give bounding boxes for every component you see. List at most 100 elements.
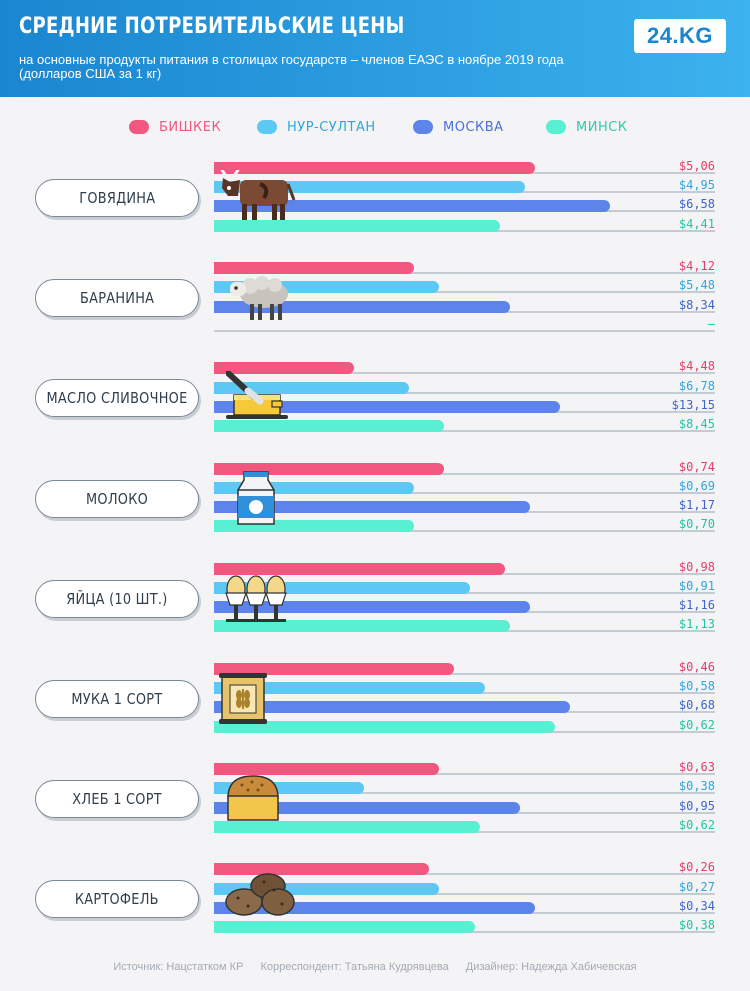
value-label-moscow: $8,34 [678, 297, 715, 312]
value-label-nur-sultan: $0,58 [678, 679, 715, 694]
bar-bishkek [214, 863, 430, 876]
bar-minsk [214, 620, 510, 633]
bar-bishkek [214, 162, 535, 174]
legend-swatch [257, 120, 277, 134]
bar-moscow [214, 601, 530, 614]
footer-credits: Источник: Нацстатком КР Корреспондент: Т… [0, 961, 750, 973]
legend-swatch [413, 120, 433, 134]
flour-sack-icon [219, 671, 267, 730]
brand-logo[interactable]: 24.KG [634, 19, 726, 53]
eggs-icon [224, 571, 288, 630]
value-label-bishkek: $0,74 [678, 459, 715, 474]
value-label-nur-sultan: $5,48 [678, 278, 715, 293]
category-label-text: ЯЙЦА (10 ШТ.) [66, 589, 168, 608]
value-label-minsk: $1,13 [678, 617, 715, 632]
header-banner: СРЕДНИЕ ПОТРЕБИТЕЛЬСКИЕ ЦЕНЫ на основные… [0, 0, 750, 97]
value-label-nur-sultan: $0,27 [678, 879, 715, 894]
bar-moscow [214, 400, 560, 413]
legend-item-moscow: МОСКВА [413, 118, 504, 136]
butter-icon [225, 370, 288, 426]
bar-moscow [214, 801, 520, 814]
value-label-bishkek: $5,06 [678, 159, 715, 173]
sheep-icon [228, 272, 290, 327]
category-label: ХЛЕБ 1 СОРТ [35, 780, 199, 819]
legend-label: БИШКЕК [159, 119, 222, 135]
value-label-bishkek: $0,26 [678, 860, 715, 875]
value-label-bishkek: $4,12 [678, 259, 715, 274]
value-label-minsk: $0,62 [678, 717, 715, 732]
category-label: ГОВЯДИНА [35, 179, 199, 217]
bar-nur-sultan [214, 682, 485, 695]
value-label-minsk: $0,38 [678, 918, 715, 932]
category-label: КАРТОФЕЛЬ [35, 880, 199, 919]
value-label-moscow: $1,16 [678, 598, 715, 613]
legend-item-nur-sultan: НУР-СУЛТАН [257, 118, 376, 136]
bar-moscow [214, 300, 510, 313]
page-subtitle: на основные продукты питания в столицах … [19, 52, 564, 81]
value-label-minsk: $0,70 [678, 517, 715, 532]
bar-minsk [214, 219, 500, 232]
value-label-nur-sultan: $0,91 [678, 579, 715, 593]
bar-bishkek [214, 362, 355, 375]
value-label-moscow: $0,95 [678, 798, 715, 813]
bar-track [214, 272, 715, 275]
legend-label: МОСКВА [443, 119, 504, 135]
bar-track [214, 430, 715, 432]
bar-bishkek [214, 663, 455, 675]
legend-label: МИНСК [576, 119, 628, 135]
value-label-bishkek: $4,48 [678, 359, 715, 374]
value-label-bishkek: $0,63 [678, 760, 715, 775]
value-label-nur-sultan: $4,95 [678, 178, 715, 193]
value-label-minsk: $8,45 [678, 417, 715, 431]
footer-correspondent: Корреспондент: Татьяна Кудрявцева [260, 961, 449, 973]
bar-track [214, 773, 715, 776]
category-label-text: ГОВЯДИНА [78, 189, 156, 207]
legend-label: НУР-СУЛТАН [287, 119, 376, 135]
bar-minsk [214, 820, 480, 833]
bread-icon [224, 772, 282, 829]
value-label-nur-sultan: $0,69 [678, 478, 715, 493]
bar-track [214, 530, 715, 533]
category-label: МУКА 1 СОРТ [35, 680, 199, 718]
bar-minsk [214, 420, 445, 432]
legend-item-minsk: МИНСК [546, 118, 628, 136]
legend-item-bishkek: БИШКЕК [129, 118, 221, 136]
bar-track [214, 892, 715, 895]
category-label-text: ХЛЕБ 1 СОРТ [72, 790, 162, 809]
value-label-bishkek: $0,46 [678, 660, 715, 674]
value-label-moscow: $1,17 [678, 498, 715, 512]
value-label-moscow: $0,68 [678, 698, 715, 713]
bar-moscow [214, 501, 530, 513]
category-label: ЯЙЦА (10 ШТ.) [35, 579, 199, 618]
potato-icon [224, 868, 296, 925]
category-label-text: БАРАНИНА [79, 289, 155, 308]
bar-track [214, 391, 715, 394]
bar-minsk [214, 921, 475, 933]
bar-track [214, 329, 715, 332]
bar-track [214, 372, 715, 375]
bar-track [214, 291, 715, 294]
value-label-minsk: $0,62 [678, 817, 715, 832]
category-label-text: МОЛОКО [85, 489, 149, 508]
category-label: БАРАНИНА [35, 279, 199, 318]
value-label-moscow: $13,15 [671, 397, 715, 412]
category-label-text: МУКА 1 СОРТ [71, 690, 163, 708]
bar-track [214, 673, 715, 675]
value-label-nur-sultan: $0,38 [678, 779, 715, 794]
bar-bishkek [214, 462, 445, 475]
bar-moscow [214, 200, 610, 213]
footer-designer: Дизайнер: Надежда Хабичевская [465, 961, 637, 973]
bar-track [214, 873, 715, 876]
category-label-text: КАРТОФЕЛЬ [75, 890, 159, 909]
value-label-minsk: – [707, 316, 715, 331]
category-label: МАСЛО СЛИВОЧНОЕ [35, 379, 199, 418]
value-label-bishkek: $0,98 [678, 559, 715, 574]
milk-carton-icon [236, 470, 276, 531]
bar-bishkek [214, 562, 505, 575]
footer-source: Источник: Нацстатком КР [113, 961, 244, 973]
legend-swatch [129, 120, 149, 134]
bar-nur-sultan [214, 381, 410, 394]
value-label-moscow: $6,58 [678, 197, 715, 212]
legend: БИШКЕК НУР-СУЛТАН МОСКВА МИНСК [0, 118, 750, 136]
value-label-nur-sultan: $6,78 [678, 378, 715, 393]
